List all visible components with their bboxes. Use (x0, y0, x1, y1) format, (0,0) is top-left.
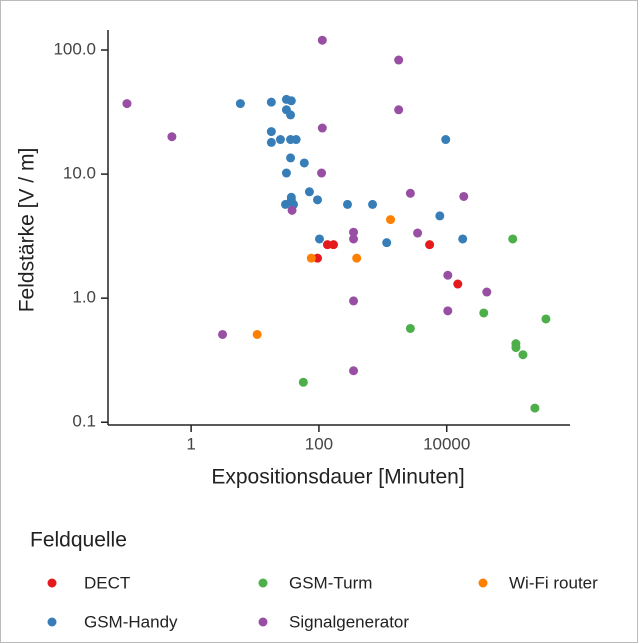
point (394, 55, 404, 65)
point (443, 306, 453, 316)
point (313, 195, 323, 205)
x-tick-label: 100 (305, 434, 333, 453)
point (266, 137, 276, 147)
x-tick-label: 10000 (423, 434, 470, 453)
point (286, 110, 296, 120)
y-tick-label: 0.1 (72, 412, 96, 431)
point (459, 191, 469, 201)
point (275, 135, 285, 145)
point (458, 234, 468, 244)
point (317, 168, 327, 178)
point (443, 270, 453, 280)
point (252, 329, 262, 339)
legend-swatch (258, 617, 268, 627)
point (266, 127, 276, 137)
point (508, 234, 518, 244)
point (352, 253, 362, 263)
point (314, 234, 324, 244)
legend-label: Wi-Fi router (509, 573, 598, 592)
point (218, 329, 228, 339)
point (281, 168, 291, 178)
point (304, 187, 314, 197)
y-axis-label: Feldstärke [V / m] (16, 148, 39, 313)
point (441, 135, 451, 145)
point (453, 279, 463, 289)
point (287, 205, 297, 215)
legend-swatch (47, 617, 57, 627)
point (435, 211, 445, 221)
point (167, 132, 177, 142)
point (317, 35, 327, 45)
point (349, 234, 359, 244)
point (313, 253, 323, 263)
legend-label: GSM-Turm (289, 573, 372, 592)
legend-label: DECT (84, 573, 130, 592)
point (281, 199, 291, 209)
point (342, 199, 352, 209)
legend-label: Signalgenerator (289, 612, 409, 631)
point (482, 287, 492, 297)
point (413, 228, 423, 238)
point (266, 97, 276, 107)
point (382, 238, 392, 248)
legend-label: GSM-Handy (84, 612, 178, 631)
point (122, 99, 132, 109)
point (530, 403, 540, 413)
point (518, 350, 528, 360)
point (306, 253, 316, 263)
point (298, 377, 308, 387)
point (286, 153, 296, 163)
legend-swatch (258, 578, 268, 588)
point (368, 199, 378, 209)
point (317, 123, 327, 133)
x-axis-label: Expositionsdauer [Minuten] (211, 466, 464, 489)
y-tick-label: 100.0 (53, 40, 96, 59)
legend-swatch (47, 578, 57, 588)
point (386, 215, 396, 225)
legend-swatch (478, 578, 488, 588)
point (328, 240, 338, 250)
point (286, 96, 296, 106)
point (425, 240, 435, 250)
y-tick-label: 10.0 (63, 164, 96, 183)
point (349, 296, 359, 306)
x-tick-label: 1 (186, 434, 195, 453)
point (511, 343, 521, 353)
point (235, 99, 245, 109)
point (541, 314, 551, 324)
legend-title: Feldquelle (30, 529, 127, 552)
y-tick-label: 1.0 (72, 288, 96, 307)
point (394, 105, 404, 115)
point (299, 158, 309, 168)
point (291, 135, 301, 145)
point (479, 308, 489, 318)
point (349, 366, 359, 376)
point (349, 227, 359, 237)
point (405, 188, 415, 198)
point (405, 323, 415, 333)
